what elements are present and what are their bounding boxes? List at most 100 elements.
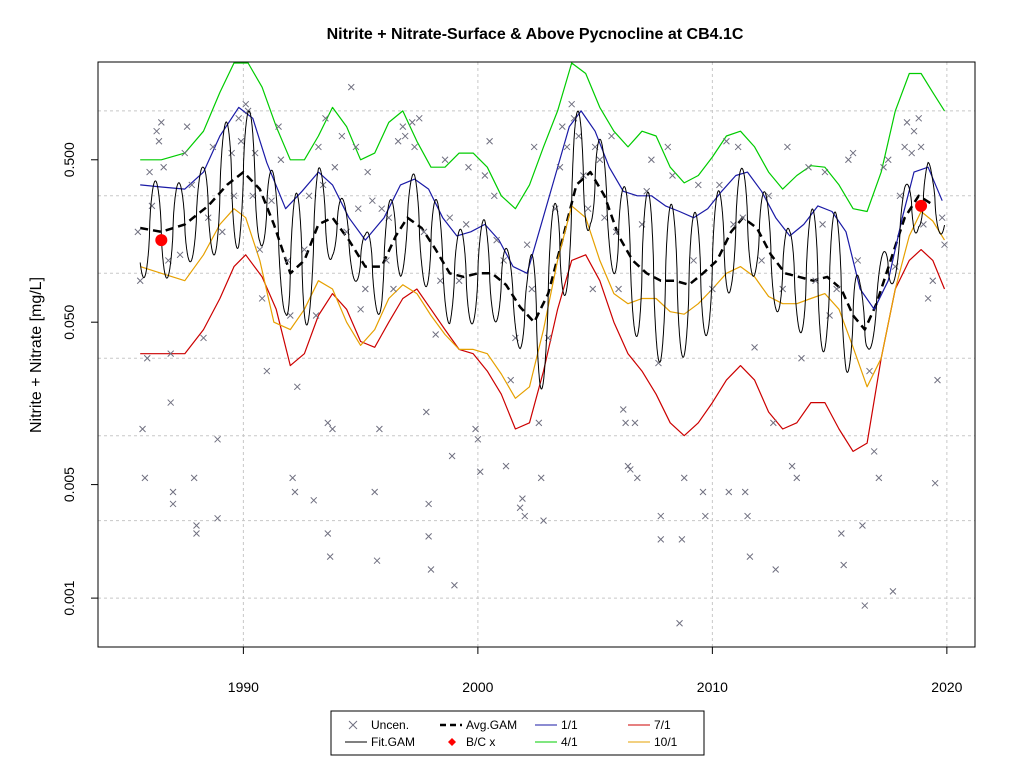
data-point-199 — [915, 114, 923, 122]
data-point-46 — [291, 488, 299, 496]
y-tick-label-3: 0.500 — [61, 142, 77, 177]
data-point-146 — [669, 172, 676, 179]
data-point-77 — [399, 123, 407, 130]
series-line-q1 — [140, 106, 943, 310]
data-point-118 — [556, 163, 564, 171]
data-point-152 — [699, 488, 707, 496]
data-point-153 — [701, 512, 709, 520]
data-point-134 — [622, 419, 629, 427]
data-point-168 — [772, 566, 780, 573]
data-point-108 — [519, 495, 526, 502]
data-point-181 — [840, 561, 848, 569]
data-point-164 — [751, 343, 758, 351]
data-point-91 — [448, 452, 456, 460]
y-axis: 0.001 0.005 0.050 0.500 — [61, 142, 99, 616]
data-point-75 — [390, 285, 397, 293]
data-point-109 — [521, 512, 529, 520]
data-point-147 — [676, 619, 683, 627]
data-point-86 — [427, 566, 435, 573]
data-point-99 — [481, 172, 489, 179]
data-point-167 — [769, 419, 777, 427]
data-point-21 — [193, 522, 200, 529]
data-point-180 — [837, 530, 845, 537]
x-tick-label-1: 2000 — [462, 679, 493, 695]
data-point-52 — [315, 143, 322, 151]
data-point-8 — [155, 137, 163, 145]
data-point-179 — [833, 285, 841, 293]
data-point-14 — [169, 488, 177, 496]
data-point-80 — [411, 143, 418, 151]
data-point-36 — [251, 149, 259, 157]
data-point-90 — [446, 214, 454, 222]
data-point-143 — [657, 512, 665, 520]
data-point-150 — [690, 257, 697, 264]
data-point-104 — [502, 462, 510, 470]
data-point-170 — [784, 143, 791, 151]
data-point-119 — [558, 123, 566, 130]
data-point-0 — [134, 228, 142, 236]
data-point-132 — [615, 285, 622, 293]
data-point-5 — [146, 168, 153, 176]
data-point-92 — [451, 581, 458, 589]
data-point-100 — [486, 137, 493, 145]
data-point-84 — [425, 500, 432, 508]
data-point-174 — [805, 163, 812, 171]
data-point-194 — [896, 192, 904, 200]
data-point-121 — [568, 100, 576, 108]
data-point-203 — [929, 277, 937, 285]
data-point-136 — [626, 466, 634, 473]
data-point-76 — [394, 137, 402, 145]
data-point-163 — [746, 553, 754, 561]
data-point-172 — [793, 474, 801, 482]
x-tick-label-0: 1990 — [228, 679, 259, 695]
data-point-12 — [167, 350, 175, 358]
data-point-19 — [188, 181, 196, 189]
data-point-195 — [901, 143, 909, 151]
data-point-48 — [300, 246, 308, 253]
data-point-63 — [352, 143, 360, 151]
data-point-191 — [884, 156, 892, 164]
data-point-1 — [136, 277, 144, 285]
data-point-177 — [821, 168, 829, 176]
data-point-67 — [364, 168, 372, 176]
data-point-3 — [141, 474, 149, 482]
chart-title: Nitrite + Nitrate-Surface & Above Pycnoc… — [327, 26, 744, 43]
data-point-93 — [455, 277, 463, 285]
data-point-133 — [619, 406, 627, 413]
data-point-68 — [369, 197, 376, 205]
data-point-35 — [249, 192, 257, 200]
data-point-190 — [880, 163, 887, 171]
data-point-25 — [209, 143, 217, 151]
data-point-4 — [143, 354, 151, 362]
series-line-q7 — [140, 249, 946, 452]
data-point-97 — [474, 435, 482, 443]
legend-label-fit_gam: Fit.GAM — [371, 735, 415, 749]
x-axis: 1990 2000 2010 2020 — [228, 646, 963, 695]
data-point-176 — [819, 221, 826, 228]
data-point-188 — [870, 448, 878, 455]
data-point-33 — [242, 100, 250, 108]
legend-label-q4: 4/1 — [561, 735, 578, 749]
data-point-65 — [357, 305, 364, 313]
x-tick-label-2: 2010 — [697, 679, 728, 695]
data-point-51 — [312, 312, 320, 319]
y-tick-label-2: 0.050 — [61, 304, 77, 339]
data-point-129 — [601, 214, 608, 222]
data-point-200 — [917, 143, 925, 151]
data-point-22 — [193, 530, 200, 537]
data-point-185 — [859, 522, 866, 529]
data-point-151 — [694, 181, 702, 189]
data-point-83 — [422, 408, 430, 416]
data-point-189 — [875, 474, 883, 482]
fit-gam-layer — [139, 110, 945, 390]
data-point-115 — [540, 517, 547, 524]
data-point-44 — [286, 312, 294, 319]
legend-label-avg_gam: Avg.GAM — [466, 718, 517, 732]
data-point-157 — [725, 488, 733, 496]
data-point-112 — [530, 143, 538, 151]
data-point-101 — [490, 192, 498, 200]
legend-box — [330, 710, 705, 756]
series-line-q10 — [140, 205, 946, 399]
data-point-29 — [228, 149, 236, 157]
legend-symbol-bc — [448, 738, 456, 746]
